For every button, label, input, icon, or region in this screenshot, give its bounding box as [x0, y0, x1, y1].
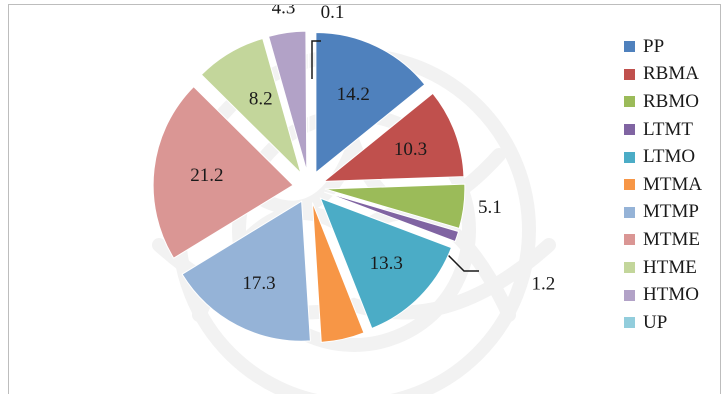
data-label-mtma: 5.0 [339, 391, 363, 394]
legend-item-ltmt: LTMT [624, 116, 702, 144]
pie-slice-rbma [322, 92, 465, 182]
legend-label: RBMO [643, 90, 699, 112]
legend-item-mtma: MTMA [624, 171, 702, 199]
pie-slice-htmo [267, 30, 308, 172]
legend-label: HTME [643, 256, 697, 278]
legend-item-rbmo: RBMO [624, 88, 702, 116]
leader-line-up [311, 40, 321, 79]
data-label-rbma: 10.3 [394, 139, 427, 160]
data-label-pp: 14.2 [337, 84, 370, 105]
legend-item-mtme: MTME [624, 226, 702, 254]
pie-slice-htme [200, 37, 302, 175]
pie-slice-mtme [152, 85, 294, 259]
data-label-ltmt: 1.2 [532, 273, 556, 294]
legend-swatch [624, 151, 635, 163]
legend-label: MTME [643, 228, 700, 250]
pie-chart: 14.2 10.3 5.1 1.2 13.3 5.0 17.3 21.2 8.2 4.3 0.1 [152, 5, 556, 394]
legend-swatch [624, 289, 635, 301]
legend-swatch [624, 234, 635, 246]
legend-label: LTMT [643, 118, 693, 140]
legend-item-pp: PP [624, 33, 702, 61]
legend-item-ltmo: LTMO [624, 143, 702, 171]
legend-swatch [624, 96, 635, 108]
legend-swatch [624, 206, 635, 218]
data-label-ltmo: 13.3 [370, 253, 403, 274]
pie-slice-rbmo [324, 183, 466, 230]
legend-swatch [624, 68, 635, 80]
pie-slice-up [307, 30, 310, 172]
legend-label: UP [643, 311, 668, 333]
legend-label: HTMO [643, 284, 699, 306]
pie-slice-ltmo [319, 197, 453, 330]
legend-swatch [624, 262, 635, 274]
legend-label: RBMA [643, 63, 699, 85]
legend-item-htmo: HTMO [624, 281, 702, 309]
data-label-mtme: 21.2 [190, 165, 223, 186]
legend-swatch [624, 124, 635, 136]
chart-legend: PP RBMA RBMO LTMT LTMO MTMA MTMP MTME HTME HTMO UP [624, 33, 702, 337]
legend-label: MTMA [643, 173, 703, 195]
pie-slice-mtma [311, 202, 365, 343]
legend-item-htme: HTME [624, 254, 702, 282]
legend-swatch [624, 179, 635, 191]
pie-slice-mtmp [181, 200, 311, 342]
legend-label: LTMO [643, 146, 696, 168]
legend-label: MTMP [643, 201, 699, 223]
legend-swatch [624, 317, 635, 329]
chart-area: 14.2 10.3 5.1 1.2 13.3 5.0 17.3 21.2 8.2 4.3 0.1 P… [8, 4, 721, 394]
pie-slice-ltmt [323, 191, 460, 243]
legend-label: PP [643, 35, 665, 57]
leader-line-ltmt [440, 247, 479, 272]
pie-slice-pp [315, 32, 426, 174]
legend-item-mtmp: MTMP [624, 199, 702, 227]
data-label-mtmp: 17.3 [242, 273, 275, 294]
data-label-up: 0.1 [321, 5, 345, 23]
data-label-htme: 8.2 [249, 88, 273, 109]
legend-item-rbma: RBMA [624, 61, 702, 89]
legend-item-up: UP [624, 309, 702, 337]
data-label-htmo: 4.3 [272, 5, 296, 19]
data-label-rbmo: 5.1 [478, 197, 502, 218]
legend-swatch [624, 41, 635, 53]
